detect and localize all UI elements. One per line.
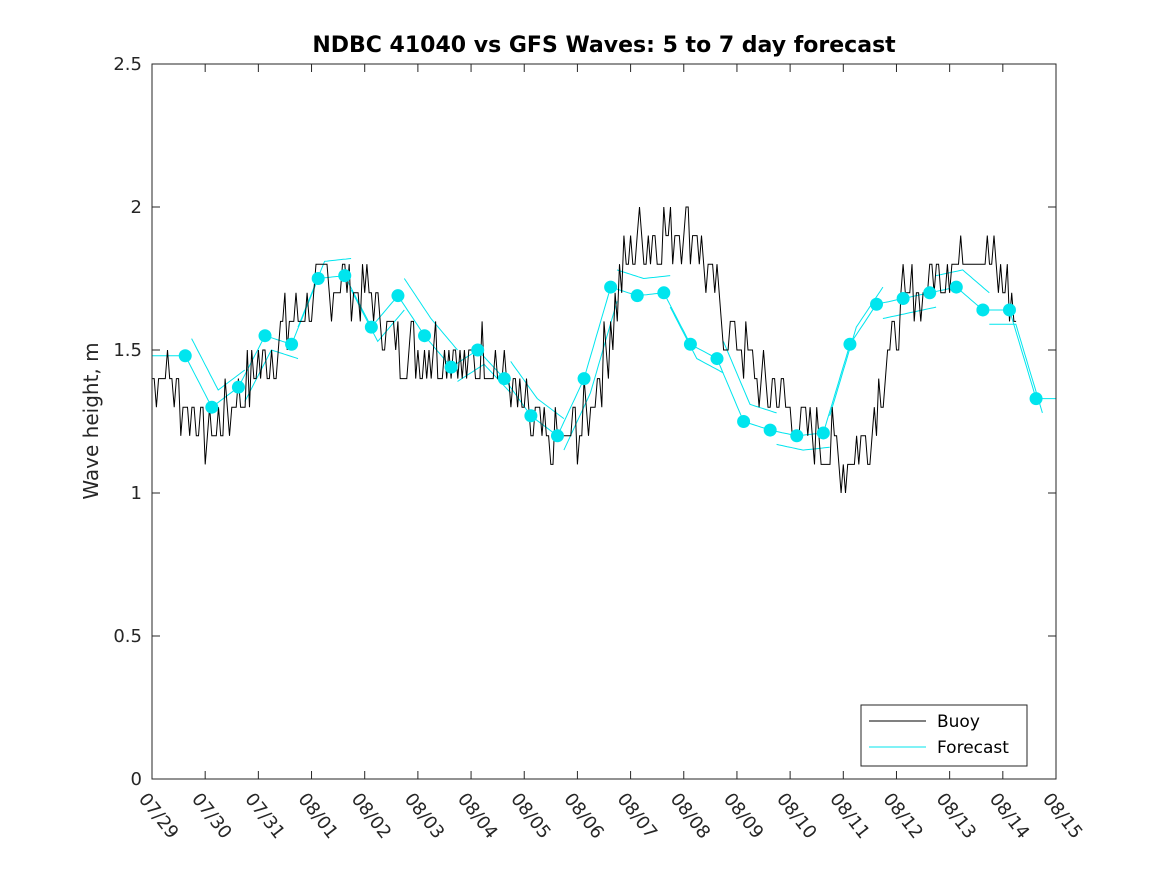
- y-axis-label: Wave height, m: [79, 342, 103, 499]
- forecast-dot: [550, 429, 564, 443]
- forecast-dot: [763, 423, 777, 437]
- forecast-dot: [391, 289, 405, 303]
- legend-buoy-label: Buoy: [937, 712, 980, 732]
- forecast-line: [882, 306, 937, 319]
- chart-title: NDBC 41040 vs GFS Waves: 5 to 7 day fore…: [312, 33, 896, 58]
- forecast-dot: [418, 329, 432, 343]
- y-tick-label: 0.5: [113, 626, 142, 647]
- forecast-line: [403, 278, 458, 351]
- y-tick-label: 1: [131, 483, 142, 504]
- forecast-dot: [683, 337, 697, 351]
- forecast-dot: [364, 320, 378, 334]
- legend: Buoy Forecast: [860, 704, 1028, 767]
- forecast-lines: [152, 258, 1056, 451]
- forecast-dot: [657, 286, 671, 300]
- y-tick-label: 2.5: [113, 54, 142, 75]
- forecast-dot: [577, 372, 591, 386]
- forecast-dot: [1002, 303, 1016, 317]
- forecast-line: [989, 323, 1043, 414]
- forecast-line: [776, 443, 830, 451]
- forecast-line: [722, 341, 777, 414]
- forecast-dot: [444, 360, 458, 374]
- forecast-dot: [843, 337, 857, 351]
- forecast-dot: [178, 349, 192, 363]
- forecast-dot: [630, 289, 644, 303]
- forecast-dot: [923, 286, 937, 300]
- y-tick-label: 1.5: [113, 340, 142, 361]
- y-tick-label: 2: [131, 197, 142, 218]
- forecast-line: [669, 306, 724, 374]
- legend-forecast-label: Forecast: [937, 738, 1009, 758]
- y-tick-label: 0: [131, 769, 142, 790]
- forecast-line: [616, 269, 671, 280]
- forecast-dot: [949, 280, 963, 294]
- forecast-dot: [896, 292, 910, 306]
- forecast-dot: [1029, 392, 1043, 406]
- forecast-dot: [816, 426, 830, 440]
- forecast-dot: [976, 303, 990, 317]
- forecast-line: [350, 289, 405, 343]
- forecast-dot: [710, 352, 724, 366]
- forecast-line: [191, 338, 246, 391]
- forecast-line: [563, 301, 618, 451]
- forecast-dot: [311, 272, 325, 285]
- forecast-dot: [258, 329, 272, 343]
- forecast-dot: [870, 297, 884, 311]
- legend-box: [860, 704, 1028, 767]
- forecast-dot: [497, 372, 511, 386]
- forecast-dot: [285, 337, 299, 351]
- forecast-dot: [231, 380, 245, 394]
- forecast-dots: [178, 269, 1043, 443]
- y-axis: 0 0.5 1 1.5 2 2.5: [113, 54, 1056, 790]
- forecast-line: [297, 258, 352, 328]
- plot-frame: [151, 63, 1057, 780]
- forecast-dot: [524, 409, 538, 423]
- forecast-dot: [790, 429, 804, 443]
- forecast-dot: [338, 269, 352, 283]
- forecast-dot: [205, 400, 219, 414]
- forecast-dot: [471, 343, 485, 357]
- plot-area: [152, 64, 1056, 779]
- forecast-dot: [604, 280, 618, 294]
- forecast-line: [936, 269, 990, 294]
- forecast-dot: [737, 415, 751, 428]
